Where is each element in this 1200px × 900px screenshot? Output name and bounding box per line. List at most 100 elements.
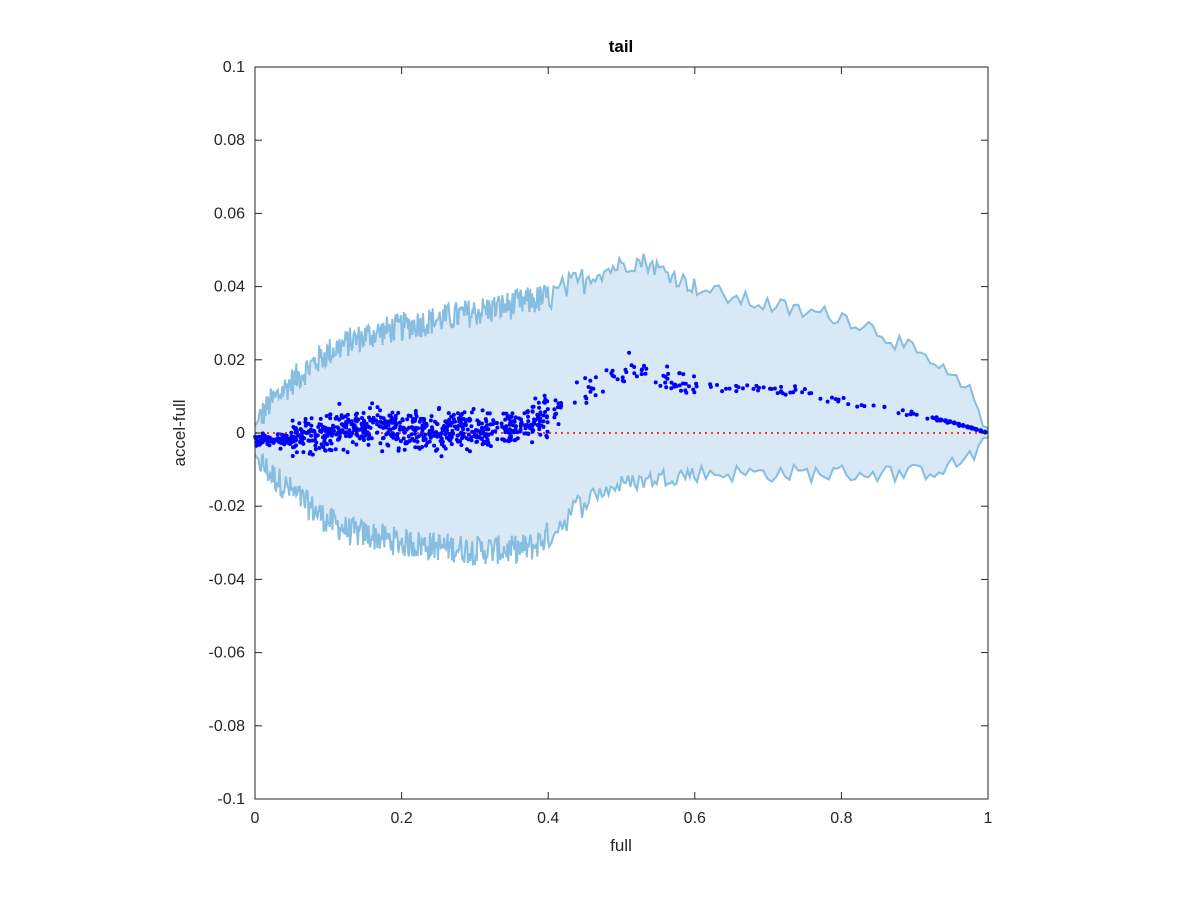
band-upper-line [254,253,989,430]
data-point [431,433,436,438]
data-point [469,438,474,443]
data-point [526,419,531,424]
data-point [321,445,326,449]
data-point [507,416,512,421]
data-point [421,438,426,443]
data-point [398,439,403,444]
data-point [833,397,838,402]
y-tick-label: 0.04 [214,279,245,296]
data-point [300,434,305,439]
y-axis-ticks: -0.1 -0.08 -0.06 -0.04 -0.02 0 0.02 0.04 0.06 0.0… [209,59,988,808]
data-point [353,412,358,417]
data-point [290,418,295,423]
data-point [289,430,294,435]
data-point [533,396,538,401]
data-point [439,431,444,436]
data-point [691,387,696,392]
data-point [484,432,489,437]
data-point [525,409,530,414]
data-point [380,436,385,441]
data-point [593,393,598,398]
data-point [420,416,425,421]
data-point [311,428,316,433]
data-point [408,414,413,418]
data-point [260,436,265,440]
data-point [588,389,593,394]
data-point [615,377,620,382]
data-point [855,404,860,409]
data-point [669,386,674,391]
data-point [456,411,460,416]
data-point [494,421,499,425]
data-point [380,449,385,454]
data-point [318,429,323,434]
data-point [620,378,625,383]
data-point [938,417,944,423]
data-point [653,380,658,385]
data-point [684,390,689,395]
data-point [378,408,383,413]
data-point [526,431,531,436]
data-point [313,447,318,452]
data-point [380,420,385,425]
data-point [329,441,334,446]
y-tick-label: -0.08 [209,718,246,735]
data-point [339,430,344,435]
data-point [328,416,333,421]
data-point [375,413,380,418]
data-point [530,404,535,409]
data-point [841,396,846,400]
data-point [401,436,406,441]
data-point [522,431,527,436]
data-point [665,364,670,369]
data-point [440,439,445,444]
data-point [556,422,561,427]
data-point [328,429,332,434]
data-point [485,442,490,447]
data-point [802,387,807,392]
data-point [934,416,940,422]
data-point [350,440,355,445]
data-point [459,443,464,448]
data-point [439,454,444,459]
data-point [265,441,270,446]
data-point [381,416,386,421]
data-point [513,424,518,429]
data-point [467,416,472,421]
data-point [384,432,389,437]
data-point [303,423,308,428]
data-point [537,419,542,424]
data-point [882,404,887,409]
data-point [430,430,435,435]
y-tick-label: -0.04 [209,571,246,588]
y-tick-label: 0.08 [214,132,245,149]
data-point [908,412,913,417]
data-point [793,384,797,389]
data-point [321,435,325,440]
data-point [331,423,335,428]
data-point [694,381,699,386]
data-point [378,441,383,446]
data-point [609,371,614,376]
data-point [360,427,365,432]
data-point [556,401,561,406]
data-point [642,363,646,368]
data-point [386,443,391,448]
data-point [553,398,558,403]
data-point [310,452,315,457]
data-point [692,374,696,379]
data-point [360,416,364,420]
data-point [350,431,355,435]
data-point [679,388,683,393]
x-axis-ticks: 0 0.2 0.4 0.6 0.8 1 [251,67,993,827]
data-point [390,431,395,435]
data-point [504,411,509,416]
data-point [545,429,550,434]
data-point [583,376,588,381]
data-point [383,425,388,430]
data-point [904,413,909,417]
data-point [537,405,542,410]
data-point [449,442,454,447]
data-point [433,419,437,424]
data-point [956,421,962,427]
